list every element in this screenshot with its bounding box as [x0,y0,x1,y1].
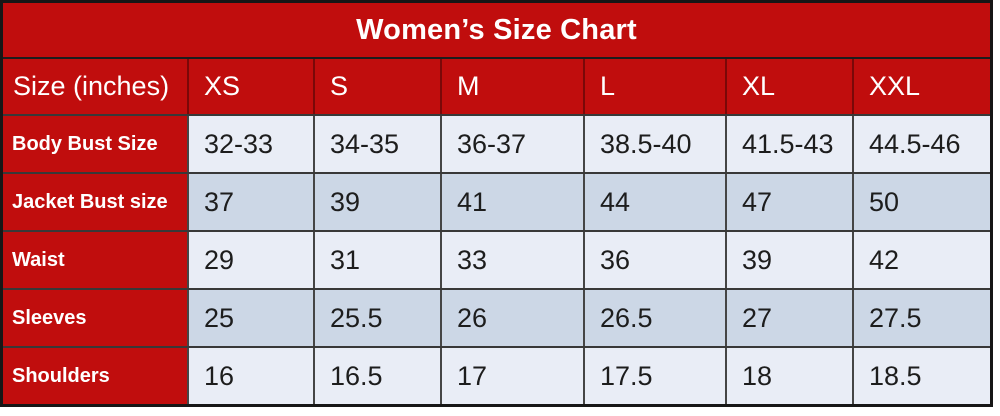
table-body: Body Bust Size 32-33 34-35 36-37 38.5-40 41.… [3,114,990,404]
header-size-cell: XS [187,59,313,114]
value-cell: 47 [725,174,852,230]
value-cell: 17.5 [583,348,725,404]
value-cell: 36 [583,232,725,288]
value-cell: 31 [313,232,440,288]
value-cell: 33 [440,232,583,288]
value-cell: 39 [313,174,440,230]
chart-title: Women’s Size Chart [356,13,637,46]
row-label: Waist [3,232,187,288]
table-row: Shoulders 16 16.5 17 17.5 18 18.5 [3,346,990,404]
value-cell: 34-35 [313,116,440,172]
value-cell: 18.5 [852,348,990,404]
row-label: Jacket Bust size [3,174,187,230]
row-label: Sleeves [3,290,187,346]
header-size-cell: XXL [852,59,990,114]
value-cell: 16 [187,348,313,404]
value-cell: 32-33 [187,116,313,172]
value-cell: 37 [187,174,313,230]
table-row: Sleeves 25 25.5 26 26.5 27 27.5 [3,288,990,346]
value-cell: 29 [187,232,313,288]
value-cell: 44.5-46 [852,116,990,172]
value-cell: 18 [725,348,852,404]
value-cell: 41 [440,174,583,230]
value-cell: 16.5 [313,348,440,404]
value-cell: 44 [583,174,725,230]
value-cell: 27.5 [852,290,990,346]
value-cell: 36-37 [440,116,583,172]
value-cell: 42 [852,232,990,288]
row-label: Shoulders [3,348,187,404]
row-label: Body Bust Size [3,116,187,172]
header-row: Size (inches) XS S M L XL XXL [3,57,990,114]
value-cell: 38.5-40 [583,116,725,172]
chart-title-row: Women’s Size Chart [3,3,990,57]
table-row: Jacket Bust size 37 39 41 44 47 50 [3,172,990,230]
header-size-cell: M [440,59,583,114]
header-size-cell: S [313,59,440,114]
size-chart-table: Women’s Size Chart Size (inches) XS S M … [0,0,993,407]
value-cell: 27 [725,290,852,346]
value-cell: 39 [725,232,852,288]
header-size-cell: XL [725,59,852,114]
header-label-cell: Size (inches) [13,71,170,101]
table-row: Waist 29 31 33 36 39 42 [3,230,990,288]
value-cell: 50 [852,174,990,230]
table-row: Body Bust Size 32-33 34-35 36-37 38.5-40 41.… [3,114,990,172]
value-cell: 25.5 [313,290,440,346]
value-cell: 26 [440,290,583,346]
value-cell: 26.5 [583,290,725,346]
value-cell: 17 [440,348,583,404]
value-cell: 25 [187,290,313,346]
value-cell: 41.5-43 [725,116,852,172]
header-size-cell: L [583,59,725,114]
